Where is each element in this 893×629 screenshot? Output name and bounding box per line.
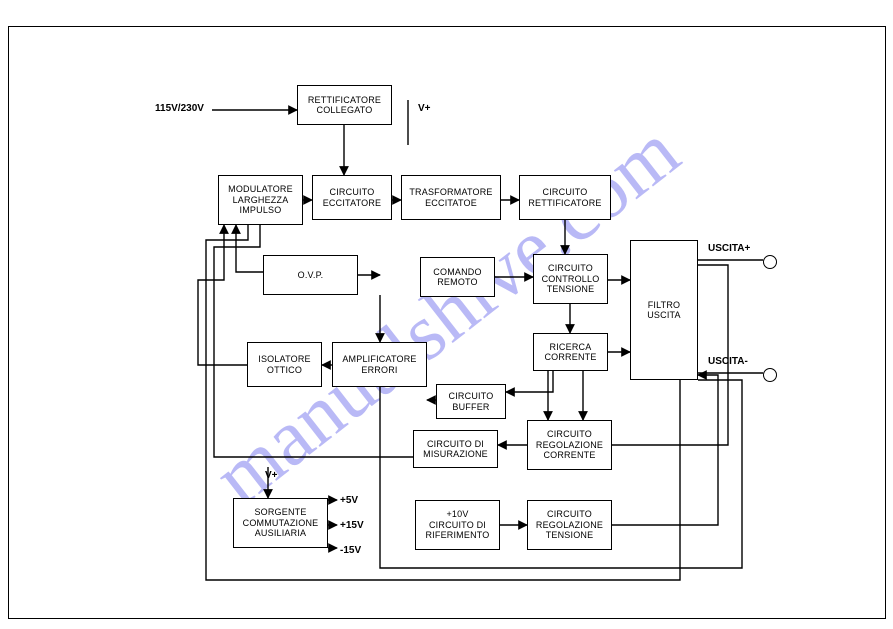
label-v_plus_left: V+ (265, 470, 278, 481)
block-misurazione: CIRCUITO DIMISURAZIONE (413, 430, 498, 468)
block-filtro: FILTROUSCITA (630, 240, 698, 380)
block-label: ISOLATOREOTTICO (258, 354, 310, 375)
terminal-out_p (763, 255, 777, 269)
block-rett: CIRCUITORETTIFICATORE (519, 175, 611, 220)
block-label: CIRCUITOCONTROLLOTENSIONE (542, 263, 600, 294)
block-comando: COMANDOREMOTO (420, 257, 495, 297)
block-label: CIRCUITOREGOLAZIONETENSIONE (536, 509, 603, 540)
block-label: FILTROUSCITA (647, 300, 681, 321)
label-p5: +5V (340, 495, 358, 506)
block-label: O.V.P. (298, 270, 324, 280)
block-isolatore: ISOLATOREOTTICO (247, 342, 322, 387)
block-modulatore: MODULATORELARGHEZZAIMPULSO (218, 175, 303, 225)
label-p15: +15V (340, 520, 364, 531)
block-ref10v: +10VCIRCUITO DIRIFERIMENTO (415, 500, 500, 550)
label-out_m: USCITA- (708, 356, 748, 367)
block-trasf: TRASFORMATOREECCITATOE (401, 175, 501, 220)
block-label: RICERCACORRENTE (544, 342, 596, 363)
block-label: CIRCUITO DIMISURAZIONE (423, 439, 488, 460)
block-sorgente: SORGENTECOMMUTAZIONEAUSILIARIA (233, 498, 328, 548)
block-ovp: O.V.P. (263, 255, 358, 295)
block-label: RETTIFICATORECOLLEGATO (308, 95, 381, 116)
block-label: CIRCUITORETTIFICATORE (528, 187, 601, 208)
block-label: TRASFORMATOREECCITATOE (409, 187, 492, 208)
block-label: CIRCUITOREGOLAZIONECORRENTE (536, 429, 603, 460)
block-label: SORGENTECOMMUTAZIONEAUSILIARIA (243, 507, 319, 538)
block-ricerca: RICERCACORRENTE (533, 333, 608, 371)
label-m15: -15V (340, 545, 361, 556)
block-label: AMPLIFICATOREERRORI (342, 354, 416, 375)
block-rett_collegato: RETTIFICATORECOLLEGATO (297, 85, 392, 125)
label-input_voltage: 115V/230V (155, 103, 204, 114)
block-amp_err: AMPLIFICATOREERRORI (332, 342, 427, 387)
block-reg_tensione: CIRCUITOREGOLAZIONETENSIONE (527, 500, 612, 550)
block-label: CIRCUITOBUFFER (449, 391, 494, 412)
terminal-out_m (763, 368, 777, 382)
label-out_p: USCITA+ (708, 243, 750, 254)
block-ctrl_tensione: CIRCUITOCONTROLLOTENSIONE (533, 254, 608, 304)
block-ecc: CIRCUITOECCITATORE (312, 175, 392, 220)
label-v_plus_top: V+ (418, 103, 431, 114)
block-buffer: CIRCUITOBUFFER (436, 384, 506, 419)
block-label: COMANDOREMOTO (433, 267, 481, 288)
block-reg_corrente: CIRCUITOREGOLAZIONECORRENTE (527, 420, 612, 470)
block-label: +10VCIRCUITO DIRIFERIMENTO (425, 509, 489, 540)
block-label: MODULATORELARGHEZZAIMPULSO (228, 184, 293, 215)
block-label: CIRCUITOECCITATORE (323, 187, 382, 208)
